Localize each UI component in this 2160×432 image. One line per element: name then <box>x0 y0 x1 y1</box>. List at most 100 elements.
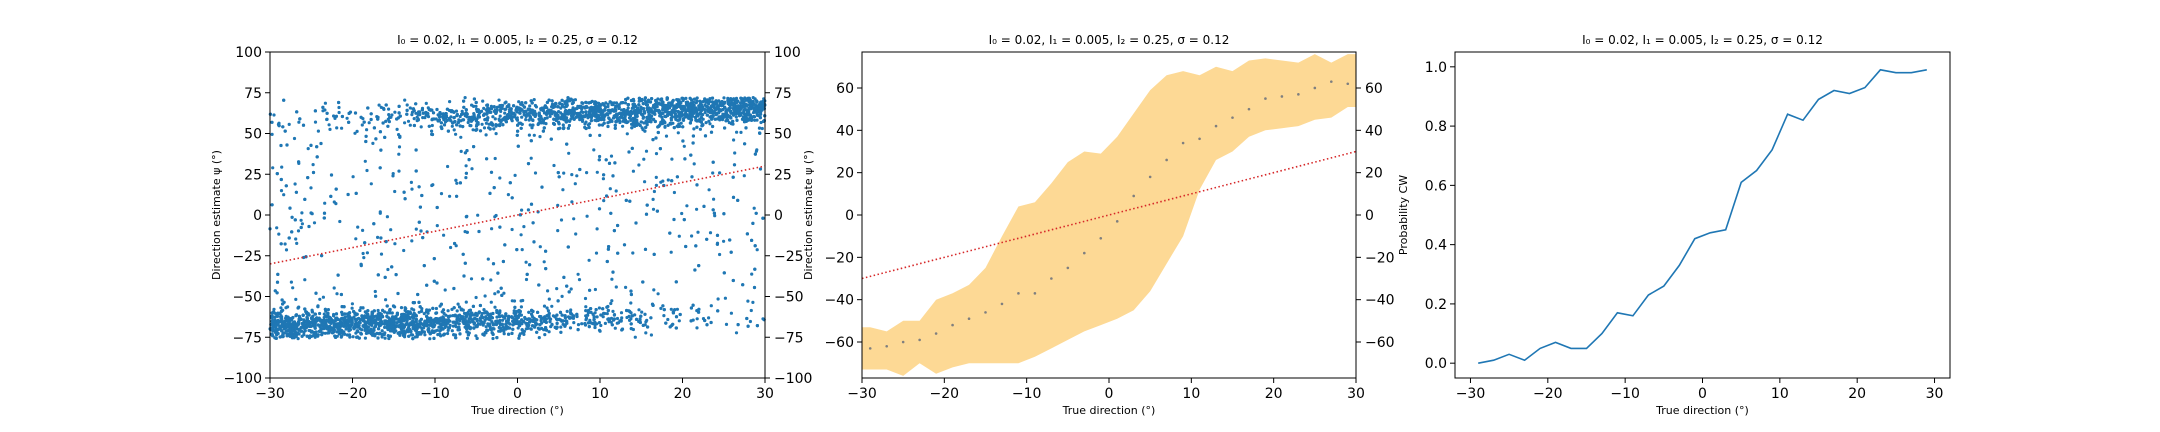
scatter-point <box>616 321 621 325</box>
scatter-point <box>490 122 494 126</box>
scatter-point <box>432 257 436 261</box>
scatter-point <box>757 126 762 130</box>
scatter-point <box>529 99 533 103</box>
scatter-point <box>670 157 674 161</box>
scatter-point <box>643 180 647 184</box>
x-tick-label: −30 <box>255 386 285 402</box>
scatter-point <box>513 305 517 309</box>
scatter-point <box>323 101 327 105</box>
scatter-point <box>622 243 627 247</box>
scatter-point <box>684 244 688 249</box>
scatter-point <box>453 241 457 246</box>
scatter-point <box>646 325 650 329</box>
scatter-point <box>617 103 621 107</box>
scatter-point <box>442 316 446 320</box>
scatter-point <box>577 278 582 282</box>
scatter-point <box>744 126 748 130</box>
scatter-point <box>468 313 472 317</box>
scatter-point <box>707 119 711 123</box>
scatter-point <box>484 121 488 125</box>
scatter-point <box>504 312 508 316</box>
scatter-point <box>720 100 724 104</box>
scatter-point <box>339 292 343 297</box>
scatter-point <box>597 102 602 106</box>
scatter-point <box>637 308 641 312</box>
scatter-point <box>471 304 475 308</box>
scatter-point <box>661 304 665 308</box>
scatter-point <box>270 132 274 136</box>
scatter-point <box>408 311 413 315</box>
scatter-point <box>402 314 406 319</box>
scatter-point <box>584 126 588 131</box>
scatter-point <box>325 117 329 121</box>
scatter-point <box>547 111 552 115</box>
scatter-point <box>322 320 326 324</box>
scatter-point <box>475 123 479 127</box>
scatter-point <box>652 110 656 114</box>
scatter-point <box>746 110 750 114</box>
scatter-point <box>689 153 693 157</box>
scatter-point <box>327 331 331 335</box>
scatter-point <box>619 311 624 315</box>
scatter-point <box>652 288 656 292</box>
scatter-point <box>705 323 709 327</box>
scatter-point <box>407 324 411 328</box>
scatter-point <box>644 212 649 216</box>
scatter-point <box>721 108 725 112</box>
scatter-point <box>644 331 648 335</box>
scatter-point <box>276 272 280 276</box>
scatter-point <box>283 242 287 246</box>
scatter-point <box>391 174 395 178</box>
scatter-point <box>454 336 458 340</box>
scatter-point <box>369 112 373 116</box>
scatter-point <box>288 206 292 210</box>
scatter-point <box>427 327 431 331</box>
scatter-point <box>358 327 362 331</box>
scatter-point <box>588 106 592 110</box>
scatter-point <box>485 110 489 114</box>
x-tick-label: 0 <box>513 386 522 402</box>
scatter-point <box>694 244 698 248</box>
scatter-point <box>491 262 496 266</box>
scatter-point <box>378 323 382 327</box>
scatter-point <box>606 124 610 129</box>
scatter-point <box>759 110 763 114</box>
scatter-point <box>620 316 624 320</box>
scatter-point <box>474 334 478 338</box>
scatter-point <box>626 103 630 107</box>
scatter-point <box>734 100 738 105</box>
scatter-point <box>579 110 584 114</box>
scatter-point <box>284 248 289 252</box>
scatter-point <box>527 133 532 137</box>
scatter-point <box>451 110 455 114</box>
scatter-point <box>608 100 612 104</box>
right-tick-label: 0 <box>774 208 783 224</box>
scatter-point <box>743 96 747 100</box>
scatter-point <box>417 220 421 224</box>
scatter-point <box>314 291 318 295</box>
x-tick-label: 10 <box>591 386 609 402</box>
scatter-point <box>649 316 653 320</box>
scatter-point <box>503 243 507 247</box>
scatter-point <box>311 318 315 323</box>
scatter-point <box>391 304 396 308</box>
scatter-point <box>555 325 559 329</box>
scatter-point <box>439 192 444 196</box>
scatter-point <box>758 167 763 171</box>
scatter-point <box>478 129 483 133</box>
scatter-point <box>358 308 362 312</box>
scatter-point <box>587 258 591 262</box>
scatter-point <box>463 96 467 100</box>
scatter-point <box>347 120 351 124</box>
scatter-point <box>452 116 456 120</box>
scatter-point <box>414 227 418 231</box>
scatter-point <box>645 106 649 110</box>
scatter-point <box>556 171 560 175</box>
scatter-point <box>297 160 301 164</box>
scatter-point <box>547 297 551 301</box>
scatter-point <box>279 143 283 148</box>
scatter-point <box>683 157 687 161</box>
scatter-point <box>524 109 528 113</box>
scatter-point <box>606 317 610 321</box>
scatter-point <box>537 111 541 115</box>
